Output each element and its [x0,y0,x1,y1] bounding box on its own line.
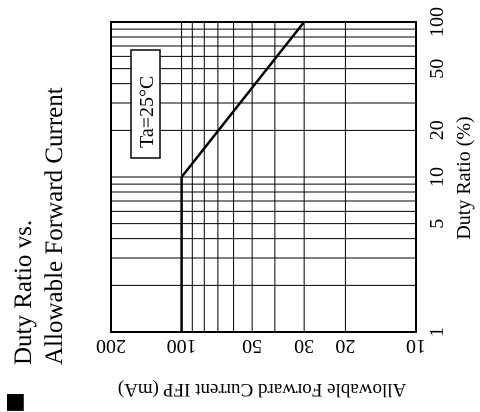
duty-tick-labels: 1 5 10 20 50 100 [426,7,448,337]
duty-tick-label: 20 [426,120,448,140]
title-line-2: Allowable Forward Current [41,87,68,365]
current-tick-label: 30 [294,335,314,357]
current-axis-label: Allowable Forward Current IFP (mA) [118,379,406,400]
chart-title: Duty Ratio vs. Allowable Forward Current [10,87,68,365]
annotation-text: Ta=25°C [136,76,158,148]
series-line [180,21,306,332]
current-tick-label: 20 [335,335,355,357]
grid [111,22,416,332]
temperature-annotation: Ta=25°C [130,49,161,159]
plot-frame [110,21,417,333]
current-tick-label: 50 [242,335,262,357]
current-tick-labels: 200 100 50 30 20 10 [96,335,426,357]
duty-tick-label: 1 [426,327,448,337]
duty-axis-label: Duty Ratio (%) [453,116,475,239]
duty-tick-label: 10 [426,167,448,187]
duty-tick-label: 50 [426,59,448,79]
duty-tick-label: 100 [426,7,448,37]
current-tick-label: 10 [406,335,426,357]
title-line-1: Duty Ratio vs. [10,220,37,365]
current-tick-label: 100 [167,335,197,357]
bullet-icon: ■ [5,389,26,412]
current-tick-label: 200 [96,335,126,357]
duty-tick-label: 5 [426,219,448,229]
